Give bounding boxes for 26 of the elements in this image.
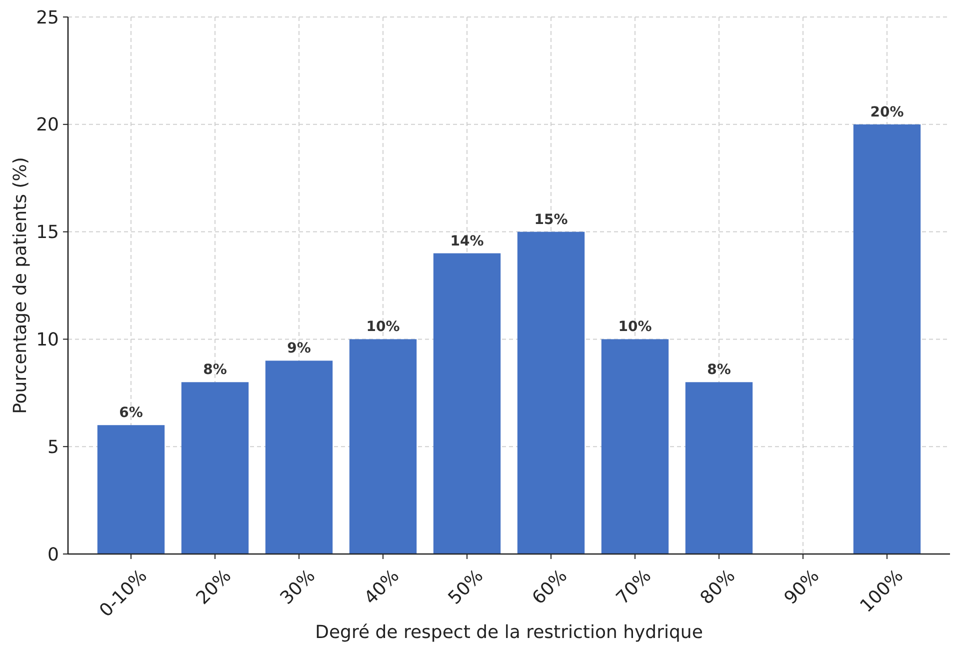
data-label: 9%	[287, 340, 311, 357]
data-label: 10%	[618, 319, 652, 336]
y-tick-label: 15	[36, 222, 59, 244]
bar	[853, 124, 921, 554]
bar	[517, 232, 585, 554]
y-tick-label: 25	[36, 7, 59, 28]
bar	[265, 360, 333, 554]
bar	[433, 253, 501, 554]
bar	[97, 425, 165, 554]
bar	[349, 339, 417, 554]
bar	[181, 382, 249, 554]
data-label: 20%	[870, 104, 904, 120]
data-label: 8%	[707, 362, 731, 378]
y-tick-label: 5	[48, 436, 59, 458]
data-label: 10%	[366, 319, 400, 336]
y-axis-title: Pourcentage de patients (%)	[10, 157, 31, 414]
data-label: 14%	[450, 233, 484, 250]
data-label: 6%	[119, 405, 143, 422]
y-tick-label: 0	[48, 544, 59, 566]
y-tick-label: 20	[36, 114, 59, 136]
bar	[601, 339, 669, 554]
data-label: 8%	[203, 362, 227, 378]
x-axis-title: Degré de respect de la restriction hydrique	[315, 622, 703, 643]
bar	[685, 382, 753, 554]
data-label: 15%	[534, 212, 568, 228]
y-tick-label: 10	[36, 330, 59, 350]
